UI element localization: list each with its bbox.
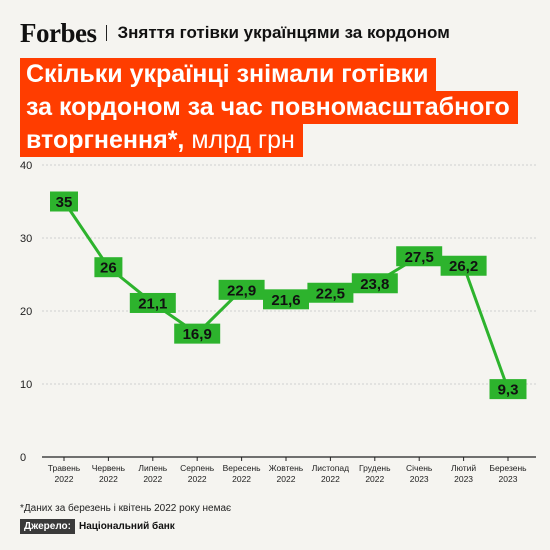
- data-label: 9,3: [498, 382, 519, 399]
- data-point-marker: [50, 191, 78, 212]
- data-point-marker: [263, 289, 309, 310]
- header-subtitle: Зняття готівки українцями за кордоном: [117, 23, 450, 42]
- forbes-logo: Forbes: [20, 17, 97, 48]
- y-tick-label: 40: [20, 160, 32, 172]
- data-point-marker: [396, 246, 443, 267]
- x-tick-label-month: Травень: [48, 463, 81, 473]
- data-point-marker: [94, 257, 123, 278]
- x-tick-label-year: 2023: [454, 474, 473, 484]
- title-line-2: за кордоном за час повномасштабного: [20, 91, 518, 124]
- data-label: 22,9: [227, 282, 256, 299]
- data-label: 16,9: [183, 326, 212, 343]
- source: Джерело: Національний банк: [20, 519, 175, 534]
- data-label: 21,6: [271, 292, 300, 309]
- title-line-3: вторгнення*, млрд грн: [20, 124, 303, 157]
- title-line-3-main: вторгнення*,: [26, 126, 185, 154]
- data-point-marker: [218, 279, 265, 300]
- data-label: 22,5: [316, 285, 345, 302]
- x-tick-label-year: 2023: [410, 474, 429, 484]
- source-value: Національний банк: [78, 521, 175, 532]
- x-tick-label-month: Листопад: [312, 463, 349, 473]
- data-point-marker: [489, 379, 527, 400]
- header-divider: [106, 25, 108, 41]
- x-tick-label-year: 2022: [365, 474, 384, 484]
- x-tick-label-month: Грудень: [359, 463, 391, 473]
- data-point-marker: [351, 273, 398, 294]
- x-tick-label-year: 2022: [321, 474, 340, 484]
- title-line-1: Скільки українці знімали готівки: [20, 58, 437, 91]
- data-point-marker: [440, 255, 487, 276]
- x-tick-label-month: Липень: [138, 463, 167, 473]
- x-tick-label-year: 2022: [55, 474, 74, 484]
- data-label: 23,8: [360, 276, 389, 293]
- x-tick-label-month: Вересень: [223, 463, 262, 473]
- x-tick-label-year: 2022: [99, 474, 118, 484]
- x-tick-label-month: Лютий: [451, 463, 476, 473]
- y-tick-label: 30: [20, 233, 32, 245]
- y-tick-label: 0: [20, 452, 26, 464]
- footnote: *Даних за березень і квітень 2022 року н…: [20, 503, 232, 514]
- x-tick-label-month: Січень: [406, 463, 433, 473]
- x-tick-label-year: 2022: [143, 474, 162, 484]
- data-point-marker: [174, 323, 221, 344]
- data-label: 26,2: [449, 258, 478, 275]
- title-unit: млрд грн: [184, 126, 295, 154]
- source-label: Джерело:: [20, 519, 75, 534]
- data-label: 26: [100, 260, 117, 277]
- y-tick-label: 10: [20, 379, 32, 391]
- x-tick-label-year: 2022: [188, 474, 207, 484]
- x-tick-label-month: Червень: [92, 463, 126, 473]
- data-point-marker: [307, 282, 354, 303]
- header: Forbes Зняття готівки українцями за корд…: [20, 16, 450, 50]
- data-label: 27,5: [405, 249, 434, 266]
- chart-title: Скільки українці знімали готівки за корд…: [20, 58, 518, 157]
- data-point-marker: [129, 292, 176, 313]
- x-tick-label-year: 2022: [277, 474, 296, 484]
- x-tick-label-year: 2022: [232, 474, 251, 484]
- x-tick-label-month: Березень: [489, 463, 527, 473]
- data-label: 21,1: [138, 295, 167, 312]
- data-label: 35: [56, 194, 73, 211]
- y-tick-label: 20: [20, 306, 32, 318]
- x-tick-label-year: 2023: [499, 474, 518, 484]
- x-tick-label-month: Жовтень: [269, 463, 304, 473]
- x-tick-label-month: Серпень: [180, 463, 215, 473]
